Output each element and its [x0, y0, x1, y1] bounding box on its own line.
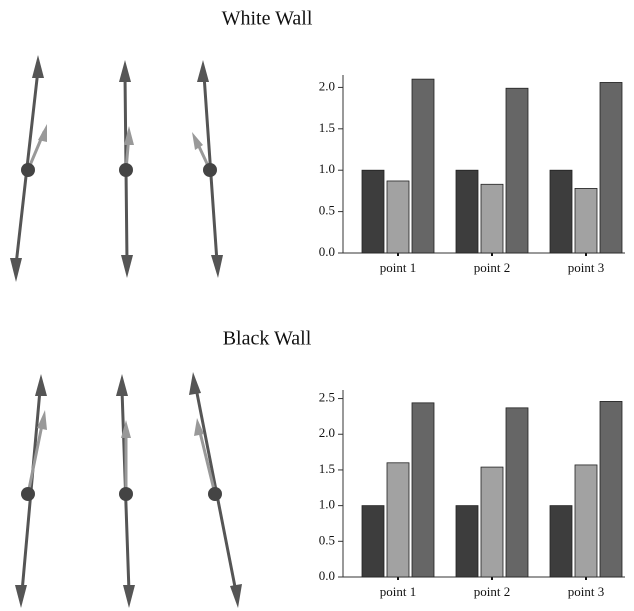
bar	[456, 506, 478, 577]
bar	[412, 403, 434, 577]
bar	[600, 401, 622, 577]
y-tick-label: 0.5	[319, 203, 335, 218]
y-tick-label: 2.0	[319, 425, 335, 440]
figure: White Wall Black Wall 0.0 0.5 1.0 1.5 2.0 poi…	[0, 0, 634, 611]
bar	[550, 506, 572, 577]
y-tick-label: 1.0	[319, 161, 335, 176]
y-tick-label: 0.5	[319, 532, 335, 547]
y-tick-label: 0.0	[319, 244, 335, 259]
bar	[387, 463, 409, 577]
bar	[412, 79, 434, 253]
y-tick-label: 2.5	[319, 390, 335, 405]
bar	[362, 170, 384, 253]
bar	[600, 82, 622, 253]
y-tick-label: 1.5	[319, 461, 335, 476]
bar	[362, 506, 384, 577]
chart-title: Black Wall	[223, 328, 312, 350]
bar	[481, 467, 503, 577]
y-tick-label: 0.0	[319, 568, 335, 583]
bar	[550, 170, 572, 253]
chart-title: White Wall	[222, 8, 313, 30]
y-tick-label: 2.0	[319, 78, 335, 93]
x-tick-label: point 3	[568, 584, 604, 599]
bar	[456, 170, 478, 253]
x-tick-label: point 2	[474, 584, 510, 599]
y-tick-label: 1.0	[319, 497, 335, 512]
bar	[506, 88, 528, 253]
bar	[575, 188, 597, 253]
arrow-illustration	[10, 55, 242, 608]
bar	[481, 184, 503, 253]
bar	[506, 408, 528, 577]
y-tick-label: 1.5	[319, 120, 335, 135]
bar	[387, 181, 409, 253]
x-tick-label: point 3	[568, 260, 604, 275]
bar	[575, 465, 597, 577]
x-tick-label: point 2	[474, 260, 510, 275]
x-tick-label: point 1	[380, 260, 416, 275]
x-tick-label: point 1	[380, 584, 416, 599]
